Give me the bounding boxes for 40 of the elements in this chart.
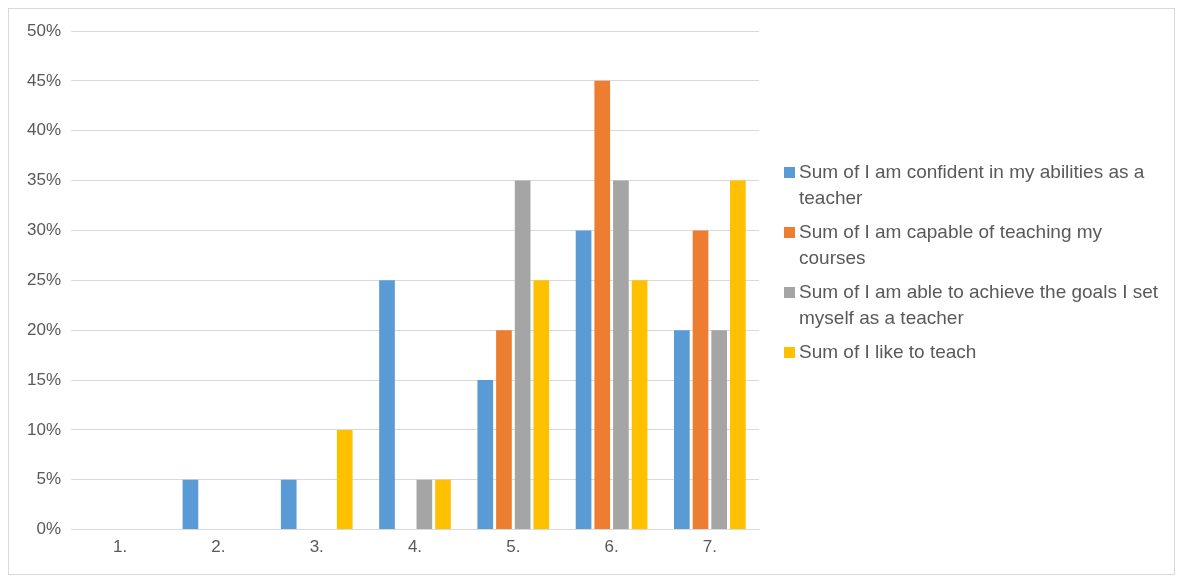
y-tick-label: 45% bbox=[26, 70, 62, 90]
legend-label: Sum of I am confident in my abilities as a teacher bbox=[799, 160, 1146, 210]
y-tick-label: 25% bbox=[26, 269, 62, 289]
bar bbox=[514, 180, 531, 530]
y-tick-label: 0% bbox=[36, 519, 62, 539]
bar bbox=[477, 380, 494, 530]
x-tick-label: 3. bbox=[309, 537, 324, 557]
y-tick-label: 40% bbox=[26, 120, 62, 140]
bar bbox=[613, 180, 629, 530]
y-tick-label: 50% bbox=[26, 20, 62, 40]
x-tick-label: 7. bbox=[702, 537, 717, 557]
bar bbox=[674, 330, 690, 530]
bar bbox=[336, 429, 353, 530]
legend-label: Sum of I am capable of teaching my courses bbox=[799, 220, 1104, 270]
x-tick-label: 4. bbox=[407, 537, 423, 557]
y-tick-label: 30% bbox=[26, 220, 62, 240]
y-tick-label: 20% bbox=[26, 319, 62, 339]
bar bbox=[533, 280, 550, 530]
bar bbox=[692, 230, 709, 530]
y-tick-label: 15% bbox=[26, 369, 62, 389]
bar bbox=[730, 180, 746, 530]
x-tick-label: 2. bbox=[211, 537, 226, 557]
bar bbox=[711, 330, 728, 530]
bar bbox=[496, 330, 512, 530]
y-tick-label: 10% bbox=[26, 419, 62, 439]
legend-label: Sum of I like to teach bbox=[799, 340, 977, 364]
y-tick-label: 35% bbox=[26, 170, 62, 190]
legend-label: Sum of I am able to achieve the goals I set myself as a teacher bbox=[799, 280, 1160, 330]
bar bbox=[182, 479, 199, 530]
bar bbox=[594, 80, 611, 530]
x-tick-label: 5. bbox=[506, 537, 521, 557]
bar bbox=[575, 230, 592, 530]
bar bbox=[435, 479, 451, 530]
bar bbox=[280, 479, 297, 530]
bar bbox=[416, 479, 433, 530]
x-tick-label: 1. bbox=[113, 537, 128, 557]
y-tick-label: 5% bbox=[36, 469, 62, 489]
bar bbox=[379, 280, 395, 530]
bar bbox=[631, 280, 648, 530]
x-tick-label: 6. bbox=[604, 537, 619, 557]
